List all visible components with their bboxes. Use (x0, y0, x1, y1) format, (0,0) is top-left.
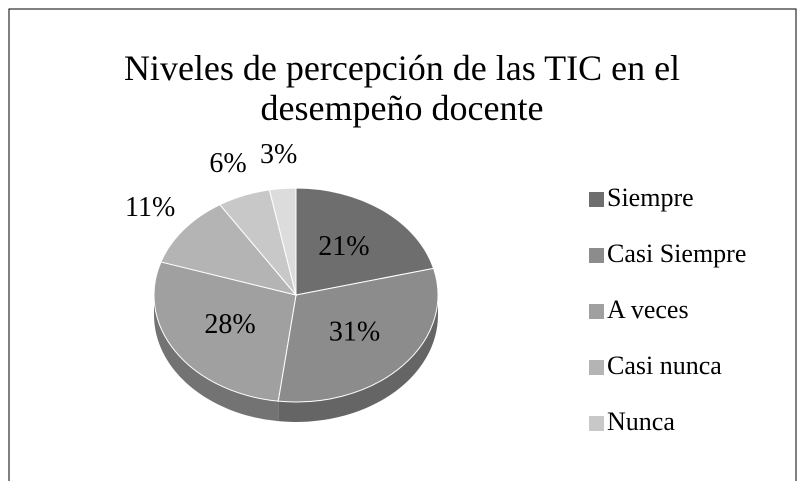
legend-label: A veces (607, 295, 689, 324)
data-label: 11% (125, 192, 175, 223)
slice-side (278, 295, 438, 422)
slice (295, 187, 435, 296)
data-label: 21% (318, 231, 369, 262)
legend-swatch (589, 192, 604, 207)
data-label: 31% (329, 316, 380, 347)
data-label: 6% (209, 148, 246, 179)
slice (160, 204, 298, 296)
slice (277, 267, 439, 403)
chart-border (8, 8, 797, 481)
legend-label: Casi Siempre (607, 239, 746, 268)
data-label: 28% (204, 309, 255, 340)
legend-label: Nunca (607, 407, 675, 436)
legend-swatch (589, 416, 604, 431)
slice (268, 187, 297, 296)
legend-swatch (589, 248, 604, 263)
legend-swatch (589, 304, 604, 319)
legend-label: Casi nunca (607, 351, 722, 380)
legend-label: Siempre (607, 183, 694, 212)
legend-swatch (589, 360, 604, 375)
data-label: 3% (260, 139, 297, 170)
chart-title: Niveles de percepción de las TIC en el de… (124, 48, 680, 128)
slice (153, 261, 297, 402)
slice-side (154, 295, 279, 422)
